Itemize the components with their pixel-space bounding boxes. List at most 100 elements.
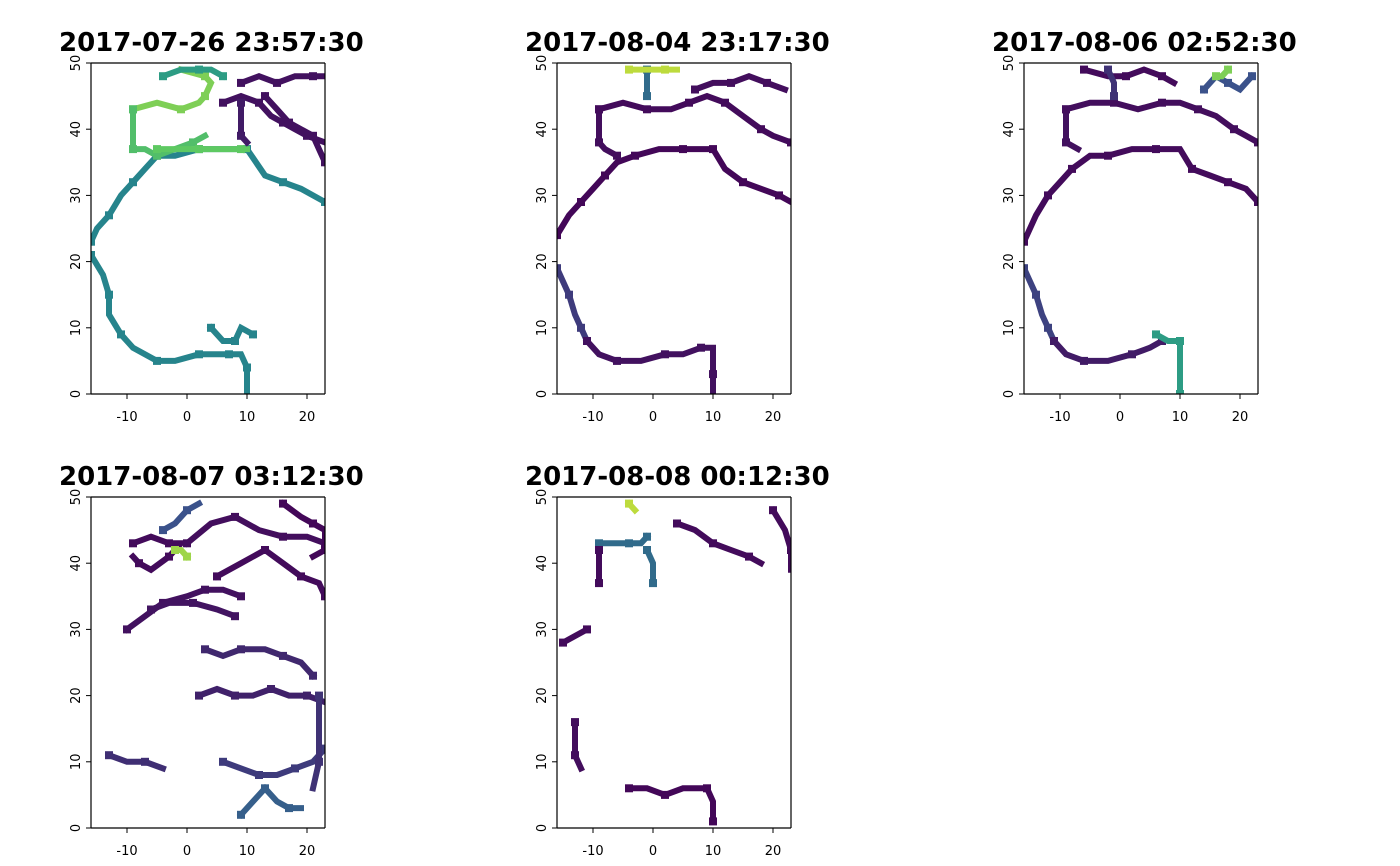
raster-cell	[141, 757, 149, 766]
raster-cell	[625, 65, 633, 74]
raster-cell	[237, 810, 245, 819]
raster-region	[626, 785, 716, 825]
raster-region	[596, 532, 652, 547]
x-tick-label: 20	[299, 844, 316, 859]
raster-region	[572, 719, 585, 773]
y-tick-label: 40	[69, 555, 84, 572]
raster-cell	[703, 784, 711, 793]
raster-cell	[219, 757, 227, 766]
raster-cell	[601, 171, 609, 180]
y-tick-label: 50	[69, 55, 84, 72]
raster-cell	[1080, 356, 1088, 365]
raster-cell	[147, 605, 155, 614]
raster-cell	[237, 98, 245, 107]
y-tick-label: 20	[69, 687, 84, 704]
raster-cell	[129, 178, 137, 187]
raster-cell	[1068, 164, 1076, 173]
raster-cell	[237, 131, 245, 140]
raster-cell	[297, 572, 305, 581]
raster-layer	[558, 499, 791, 826]
raster-cell	[315, 757, 323, 766]
raster-cell	[739, 178, 747, 187]
raster-cell	[201, 72, 209, 81]
raster-cell	[309, 131, 317, 140]
raster-cell	[1224, 178, 1232, 187]
x-tick-label: 0	[1116, 410, 1124, 425]
raster-cell	[577, 198, 585, 206]
raster-cell	[1104, 65, 1112, 74]
raster-cell	[201, 92, 209, 101]
raster-cell	[129, 539, 137, 548]
raster-cell	[123, 625, 131, 634]
raster-cell	[171, 546, 179, 554]
raster-cell	[763, 78, 771, 87]
y-tick-label: 10	[535, 320, 550, 337]
raster-cell	[1212, 72, 1220, 81]
raster-region	[182, 513, 325, 548]
raster-cell	[691, 85, 699, 94]
raster-cell	[685, 98, 693, 107]
raster-cell	[661, 65, 669, 74]
y-tick-label: 50	[1002, 55, 1017, 72]
raster-cell	[261, 784, 269, 793]
raster-cell	[583, 625, 591, 634]
raster-cell	[595, 539, 603, 548]
raster-cell	[1122, 72, 1130, 81]
raster-region	[278, 499, 325, 561]
raster-cell	[1224, 78, 1232, 87]
raster-cell	[225, 350, 233, 359]
raster-cell	[165, 552, 173, 561]
raster-layer	[557, 65, 791, 394]
x-tick-label: 0	[649, 844, 657, 859]
raster-cell	[631, 151, 639, 160]
panel-title: 2017-08-04 23:17:30	[525, 28, 830, 58]
raster-cell	[315, 691, 323, 700]
raster-cell	[237, 645, 245, 654]
raster-cell	[583, 337, 591, 345]
raster-cell	[787, 138, 791, 147]
raster-cell	[1062, 105, 1070, 114]
raster-cell	[1050, 337, 1058, 345]
raster-cell	[195, 350, 203, 359]
x-tick-label: 10	[239, 410, 256, 425]
y-tick-label: 10	[69, 754, 84, 771]
raster-cell	[201, 585, 209, 594]
x-tick-label: 0	[183, 844, 191, 859]
raster-cell	[613, 151, 621, 160]
raster-cell	[219, 72, 227, 81]
raster-cell	[1248, 72, 1256, 81]
x-tick-label: 20	[1232, 410, 1249, 425]
x-tick-label: 0	[183, 410, 191, 425]
x-tick-label: -10	[116, 410, 137, 425]
y-tick-label: 40	[535, 121, 550, 138]
raster-cell	[775, 191, 783, 200]
x-tick-label: 0	[649, 410, 657, 425]
raster-region	[158, 499, 204, 535]
raster-cell	[285, 804, 293, 813]
raster-cell	[595, 579, 603, 588]
raster-cell	[321, 592, 325, 601]
raster-region	[557, 146, 791, 240]
raster-cell	[613, 356, 621, 365]
raster-cell	[237, 145, 245, 154]
raster-cell	[595, 105, 603, 114]
y-tick-label: 30	[69, 187, 84, 204]
raster-cell	[231, 512, 239, 521]
raster-cell	[1254, 138, 1258, 147]
raster-cell	[243, 363, 251, 372]
raster-region	[691, 72, 789, 94]
raster-cell	[1254, 198, 1258, 206]
raster-cell	[129, 145, 137, 154]
raster-cell	[231, 337, 239, 345]
raster-cell	[745, 552, 753, 561]
x-tick-label: 10	[705, 844, 722, 859]
raster-cell	[279, 178, 287, 187]
raster-cell	[1110, 92, 1118, 101]
raster-region	[1063, 106, 1083, 154]
raster-cell	[183, 506, 191, 515]
panel-5: 2017-08-08 00:12:30 0 10 20 30 40 50 -10 0 10 20	[525, 462, 830, 859]
raster-cell	[279, 651, 287, 660]
raster-cell	[279, 532, 287, 541]
y-tick-label: 10	[1002, 320, 1017, 337]
